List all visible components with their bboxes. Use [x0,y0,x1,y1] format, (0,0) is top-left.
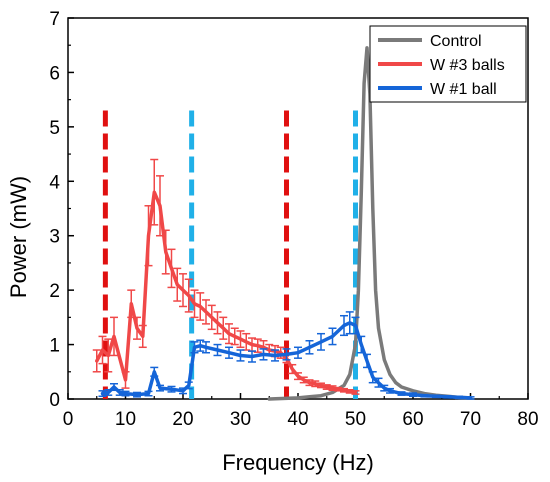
error-bar [179,273,187,308]
x-tick-label: 20 [172,409,193,430]
error-bar [150,366,159,377]
error-bar [167,248,176,289]
plot-area: 0 10 20 30 40 50 60 70 80 0 1 2 3 4 5 6 7 Control W #3 bal… [49,9,538,430]
error-bar [161,229,170,275]
error-bar [156,175,164,237]
x-tick-label: 30 [230,409,251,430]
y-tick-label: 7 [49,9,60,30]
error-bar [328,327,337,346]
error-bar [282,348,291,361]
x-axis-title: Frequency (Hz) [222,450,374,475]
error-bar [253,338,262,353]
error-bar [374,377,383,388]
error-bar [311,380,320,388]
error-bar [219,316,228,340]
error-bar [397,391,406,396]
legend-label: W #1 ball [430,81,497,98]
y-tick-label: 0 [49,390,60,411]
error-bar [138,324,147,349]
y-tick-label: 5 [49,118,60,139]
x-tick-label: 50 [345,409,366,430]
error-bar [121,390,130,397]
error-bar [184,278,193,313]
y-tick-label: 4 [49,172,60,193]
x-tick-label: 40 [287,409,308,430]
error-bar [98,335,107,365]
error-bar [299,376,308,384]
error-bar [351,316,360,335]
error-bar [317,382,325,389]
error-bar [213,343,222,357]
error-bar [202,299,210,325]
error-bar [443,394,452,399]
error-bar [236,349,245,362]
error-bar [213,311,222,335]
legend-label: W #3 balls [430,57,505,74]
error-bar [156,384,164,392]
y-tick-label: 6 [49,63,60,84]
error-bar [305,340,314,355]
error-bar [351,390,360,395]
error-bar [184,381,193,390]
error-bar [202,341,210,354]
error-bar [322,384,331,390]
error-bar [259,348,268,361]
error-bar [363,353,371,369]
error-bar [230,327,239,346]
error-bar [173,267,182,302]
error-bar [466,396,475,400]
error-bar [121,371,130,389]
error-bar [104,338,113,373]
error-bar [294,372,302,381]
error-bar [455,395,463,400]
error-bar [133,316,141,340]
error-bar [225,346,233,359]
error-bar [207,304,216,331]
error-bar [294,346,302,359]
error-bar [133,391,141,398]
y-tick-label: 1 [49,336,60,357]
error-bar [150,158,159,226]
error-bar [196,292,205,321]
x-tick-label: 10 [115,409,136,430]
error-bar [334,386,343,392]
error-bar [432,394,440,399]
error-bar [368,371,377,384]
error-bar [92,349,101,373]
error-bar [196,339,205,352]
error-bar [98,390,107,398]
error-bar [110,316,118,357]
y-tick-label: 2 [49,281,60,302]
y-tick-label: 3 [49,227,60,248]
error-bar [236,330,245,349]
error-bar [167,385,176,393]
error-bar [340,314,348,337]
y-axis-title: Power (mW) [6,176,31,298]
series-line [95,190,358,395]
legend-label: Control [430,33,482,50]
error-bar [386,387,394,394]
error-bar [144,205,153,267]
error-bar [317,332,325,351]
error-bar [190,341,199,354]
error-bar [357,335,366,354]
x-tick-label: 0 [63,409,74,430]
x-tick-label: 80 [517,409,538,430]
error-bar [305,379,314,387]
error-bar [225,323,233,345]
error-bar [345,388,354,394]
error-bar [248,350,256,363]
error-bar [271,349,279,362]
error-bar [190,289,199,319]
x-tick-label: 60 [402,409,423,430]
error-bar [380,384,389,392]
error-bar [420,393,429,398]
error-bar [144,390,153,397]
x-tick-label: 70 [460,409,481,430]
error-bar [340,387,348,393]
error-bar [409,392,417,398]
